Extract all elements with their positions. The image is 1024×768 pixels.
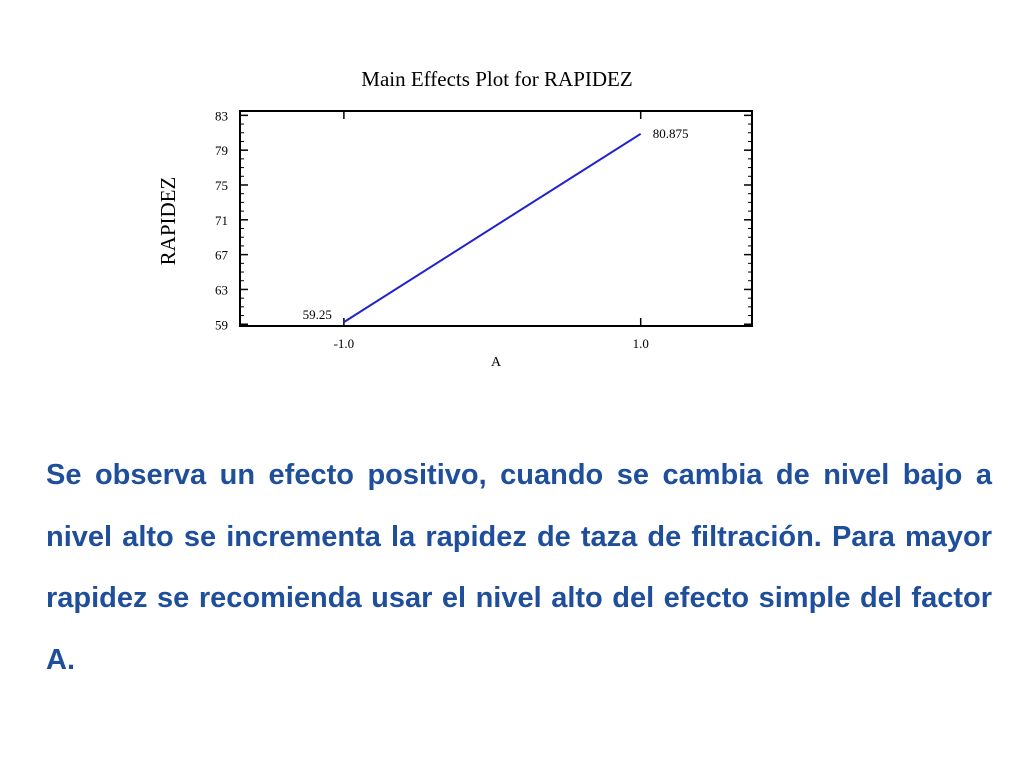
y-tick-label: 71: [215, 213, 228, 228]
y-axis-label: RAPIDEZ: [156, 177, 180, 266]
y-axis-tick-labels: 59 63 67 71 75 79 83: [215, 108, 229, 332]
y-tick-label: 59: [215, 317, 228, 332]
x-axis-label: A: [491, 355, 502, 370]
y-tick-label: 83: [215, 108, 228, 123]
y-tick-label: 75: [215, 178, 228, 193]
y-tick-label: 79: [215, 143, 228, 158]
x-tick-label: -1.0: [334, 336, 355, 351]
chart-title: Main Effects Plot for RAPIDEZ: [361, 67, 632, 91]
data-point-label: 80.875: [653, 126, 689, 141]
x-tick-label: 1.0: [633, 336, 649, 351]
data-point-label: 59.25: [303, 307, 332, 322]
y-tick-label: 67: [215, 248, 229, 263]
y-tick-label: 63: [215, 282, 228, 297]
main-effects-chart: Main Effects Plot for RAPIDEZ RAPIDEZ 59…: [156, 67, 753, 370]
description-paragraph: Se observa un efecto positivo, cuando se…: [46, 459, 992, 676]
y-axis-ticks: [240, 114, 752, 326]
plot-frame: [239, 110, 753, 327]
series-lines: [343, 132, 642, 323]
x-axis-tick-labels: -1.0 1.0: [334, 336, 649, 351]
series-line: [343, 132, 642, 323]
data-point-labels: 59.25 80.875: [303, 126, 689, 322]
